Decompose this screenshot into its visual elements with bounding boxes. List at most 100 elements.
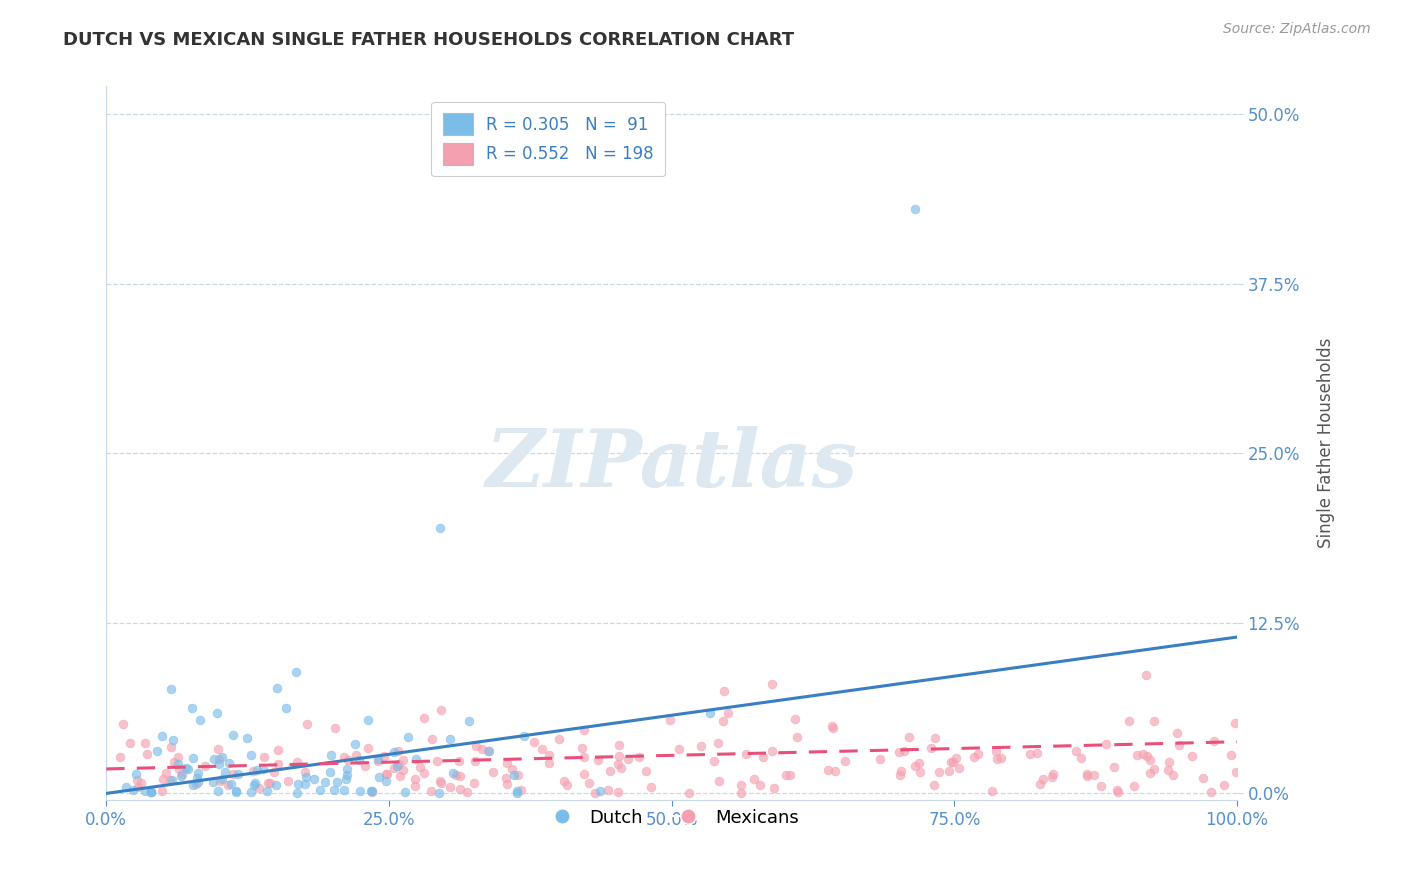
- Point: [1142, 714, 1164, 728]
- Point: [589, 784, 612, 798]
- Point: [752, 749, 775, 764]
- Point: [404, 779, 426, 793]
- Point: [762, 780, 785, 795]
- Point: [887, 745, 910, 759]
- Point: [139, 784, 162, 798]
- Point: [748, 778, 770, 792]
- Point: [129, 776, 152, 790]
- Point: [240, 785, 263, 799]
- Point: [1220, 747, 1243, 762]
- Point: [1018, 747, 1040, 761]
- Point: [444, 768, 467, 782]
- Point: [218, 756, 240, 771]
- Point: [333, 783, 356, 797]
- Point: [1192, 772, 1215, 786]
- Point: [391, 763, 413, 777]
- Point: [735, 747, 758, 762]
- Text: ZIPatlas: ZIPatlas: [485, 426, 858, 503]
- Point: [690, 739, 713, 753]
- Point: [990, 750, 1012, 764]
- Point: [869, 752, 891, 766]
- Point: [707, 774, 730, 789]
- Point: [531, 742, 554, 756]
- Point: [555, 778, 578, 792]
- Point: [984, 744, 1007, 758]
- Point: [938, 764, 960, 779]
- Point: [170, 769, 193, 783]
- Point: [948, 760, 970, 774]
- Point: [607, 739, 630, 753]
- Point: [928, 765, 950, 780]
- Point: [897, 730, 920, 744]
- Point: [538, 756, 561, 770]
- Point: [501, 762, 523, 776]
- Point: [194, 759, 217, 773]
- Point: [267, 757, 290, 772]
- Point: [302, 772, 325, 786]
- Point: [139, 784, 162, 798]
- Point: [336, 762, 359, 776]
- Point: [1083, 768, 1105, 782]
- Point: [986, 752, 1008, 766]
- Point: [322, 783, 344, 797]
- Point: [1168, 738, 1191, 752]
- Point: [1212, 778, 1234, 792]
- Point: [503, 768, 526, 782]
- Point: [111, 717, 134, 731]
- Point: [121, 782, 143, 797]
- Point: [309, 783, 332, 797]
- Point: [396, 730, 419, 744]
- Point: [266, 681, 288, 695]
- Point: [240, 748, 263, 763]
- Point: [668, 741, 690, 756]
- Point: [464, 739, 486, 754]
- Point: [246, 763, 269, 777]
- Point: [924, 731, 946, 745]
- Point: [163, 755, 186, 769]
- Point: [599, 764, 621, 779]
- Point: [1199, 785, 1222, 799]
- Point: [336, 754, 359, 768]
- Point: [783, 712, 806, 726]
- Point: [219, 777, 242, 791]
- Point: [225, 784, 247, 798]
- Point: [495, 771, 517, 785]
- Point: [1042, 767, 1064, 781]
- Point: [628, 750, 651, 764]
- Point: [786, 730, 808, 744]
- Point: [939, 755, 962, 769]
- Point: [583, 786, 606, 800]
- Point: [247, 780, 270, 795]
- Point: [225, 785, 247, 799]
- Point: [169, 762, 191, 776]
- Point: [658, 713, 681, 727]
- Point: [388, 757, 411, 772]
- Point: [217, 778, 239, 792]
- Point: [478, 743, 501, 757]
- Point: [207, 706, 229, 720]
- Point: [252, 762, 274, 776]
- Point: [267, 743, 290, 757]
- Point: [1040, 770, 1063, 784]
- Point: [1126, 747, 1149, 762]
- Point: [208, 773, 231, 788]
- Point: [127, 780, 149, 794]
- Point: [287, 777, 309, 791]
- Point: [373, 748, 395, 763]
- Point: [572, 749, 595, 764]
- Point: [167, 757, 190, 772]
- Point: [319, 747, 342, 762]
- Point: [186, 777, 208, 791]
- Point: [314, 775, 336, 789]
- Point: [1076, 767, 1098, 781]
- Point: [263, 765, 285, 780]
- Point: [1070, 751, 1092, 765]
- Point: [115, 780, 138, 795]
- Point: [924, 779, 946, 793]
- Point: [1157, 755, 1180, 769]
- Point: [596, 782, 619, 797]
- Point: [150, 783, 173, 797]
- Point: [456, 785, 478, 799]
- Point: [382, 746, 405, 760]
- Point: [496, 777, 519, 791]
